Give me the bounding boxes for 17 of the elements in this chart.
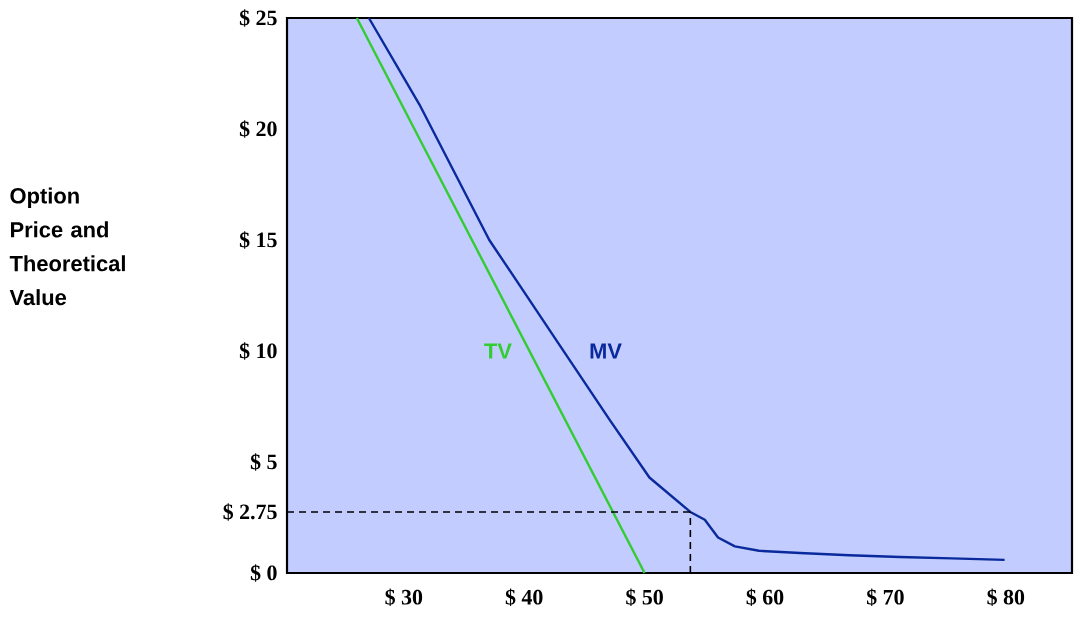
y-tick-label: $ 20 — [239, 120, 277, 138]
series-label: MV — [590, 343, 622, 359]
y-tick-label: $ 15 — [239, 231, 277, 249]
line-series — [367, 16, 1006, 562]
y-tick-label: $ 2.75 — [223, 503, 277, 521]
y-tick-label: $ 0 — [250, 564, 277, 582]
series-label: TV — [484, 343, 512, 359]
x-tick-label: $ 40 — [505, 588, 543, 607]
y-axis-title: Option Price and Theoretical Value — [9, 187, 125, 306]
y-tick-label: $ 25 — [239, 9, 277, 27]
x-tick-label: $ 30 — [385, 588, 423, 607]
x-tick-label: $ 70 — [866, 588, 904, 607]
x-tick-label: $ 50 — [626, 588, 663, 607]
y-tick-label: $ 5 — [250, 453, 277, 471]
x-tick-label: $ 60 — [746, 588, 784, 607]
y-tick-label: $ 10 — [239, 342, 277, 360]
x-tick-label: $ 80 — [987, 588, 1025, 607]
